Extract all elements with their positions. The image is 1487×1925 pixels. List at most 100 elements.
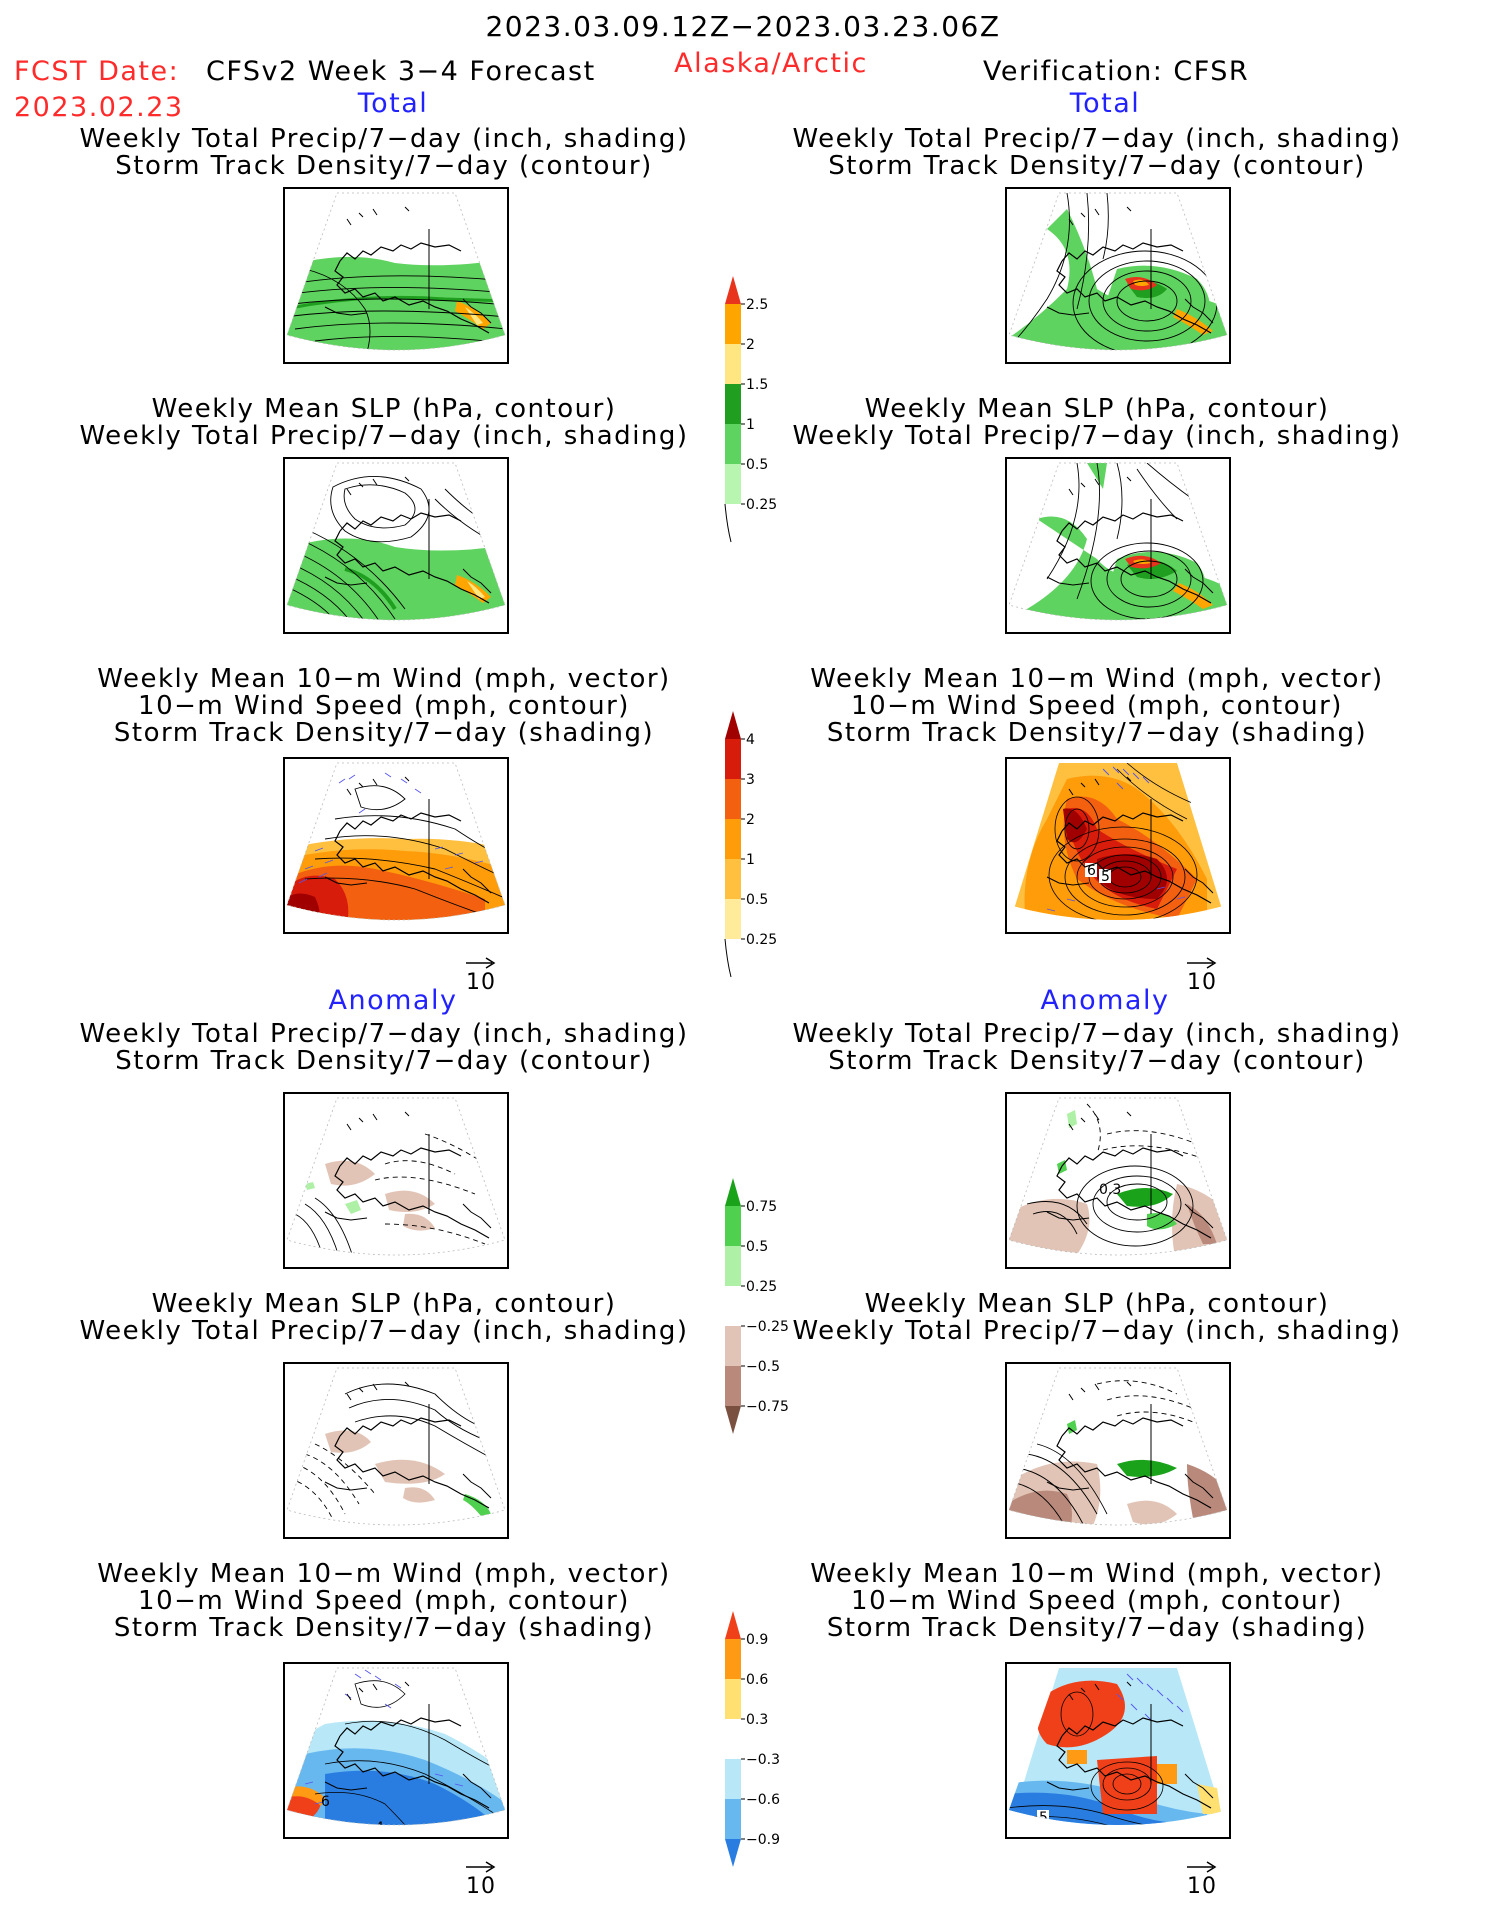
verification-title: Verification: CFSR	[983, 56, 1250, 87]
precip_total-label-1: 2	[746, 337, 755, 353]
precip_total-label-3: 1	[746, 417, 755, 433]
precip_total-label-5: 0.25	[746, 497, 777, 513]
section-anomaly-left: Anomaly	[328, 985, 458, 1016]
vector-arrow-icon	[466, 957, 496, 969]
precip_anom-swatch-3	[725, 1286, 741, 1326]
precip_anom-label-2: 0.25	[746, 1279, 777, 1295]
precip_total-tail	[724, 503, 732, 543]
storm_total-swatch-5	[725, 899, 741, 939]
panel-title-obs-anom-slp: Weekly Mean SLP (hPa, contour) Weekly Tot…	[792, 1289, 1402, 1346]
storm_total-label-5: 0.25	[746, 932, 777, 948]
region-title: Alaska/Arctic	[674, 48, 868, 79]
date-range-title: 2023.03.09.12Z−2023.03.23.06Z	[485, 10, 1001, 43]
panel-title-fc-total-precip: Weekly Total Precip/7−day (inch, shading…	[79, 124, 689, 181]
fcst-date-value: 2023.02.23	[14, 92, 184, 123]
storm_anom-swatch-3	[725, 1719, 741, 1759]
precip_total-label-0: 2.5	[746, 297, 768, 313]
panel-title-fc-total-slp: Weekly Mean SLP (hPa, contour) Weekly Tot…	[79, 394, 689, 451]
precip_anom-cap-bottom	[725, 1406, 741, 1434]
storm_anom-swatch-5	[725, 1799, 741, 1839]
vector-ref-fc-total: 10	[466, 956, 496, 995]
panel-title-fc-total-wind: Weekly Mean 10−m Wind (mph, vector) 10−m …	[97, 664, 671, 748]
map-label-5-obs-anom-wind: 5	[1039, 1810, 1048, 1826]
storm_anom-label-2: 0.3	[746, 1712, 768, 1728]
precip_anom-label-4: −0.5	[746, 1359, 780, 1375]
precip_total-cap-top	[725, 276, 741, 304]
fcst-date-label: FCST Date:	[14, 56, 180, 87]
storm_anom-cap-bottom	[725, 1839, 741, 1867]
map-label-6-obs-wind: 6	[1087, 863, 1096, 879]
precip_total-swatch-5	[725, 464, 741, 504]
storm_total-swatch-1	[725, 739, 741, 779]
colorbar-precip-anom: 0.75 0.5 0.25 −0.25 −0.5 −0.75	[723, 1172, 833, 1462]
map-fc-anom-precip	[283, 1092, 509, 1269]
storm_total-label-4: 0.5	[746, 892, 768, 908]
map-label-obs-anom-precip: 0.3	[1099, 1182, 1121, 1198]
section-anomaly-right: Anomaly	[1040, 985, 1170, 1016]
storm_anom-swatch-2	[725, 1679, 741, 1719]
precip_total-label-2: 1.5	[746, 377, 768, 393]
vector-arrow-icon	[1187, 1861, 1217, 1873]
map-fc-anom-slp	[283, 1362, 509, 1539]
precip_total-swatch-4	[725, 424, 741, 464]
precip_total-swatch-2	[725, 344, 741, 384]
map-obs-anom-slp	[1005, 1362, 1231, 1539]
map-fc-total-precip	[283, 187, 509, 364]
panel-title-obs-anom-precip: Weekly Total Precip/7−day (inch, shading…	[792, 1019, 1402, 1076]
map-fc-anom-wind: 6 4	[283, 1662, 509, 1839]
storm_total-swatch-4	[725, 859, 741, 899]
panel-title-obs-total-slp: Weekly Mean SLP (hPa, contour) Weekly Tot…	[792, 394, 1402, 451]
storm_total-tail	[724, 938, 732, 978]
colorbar-precip-total: 2.5 2 1.5 1 0.5 0.25	[723, 270, 833, 560]
precip_anom-label-0: 0.75	[746, 1199, 777, 1215]
storm_anom-label-0: 0.9	[746, 1632, 768, 1648]
panel-title-fc-anom-slp: Weekly Mean SLP (hPa, contour) Weekly Tot…	[79, 1289, 689, 1346]
panel-title-obs-total-wind: Weekly Mean 10−m Wind (mph, vector) 10−m …	[810, 664, 1384, 748]
storm_total-label-1: 3	[746, 772, 755, 788]
vector-arrow-icon	[466, 1861, 496, 1873]
map-obs-total-wind: 6 5	[1005, 757, 1231, 934]
section-total-left: Total	[357, 88, 429, 119]
panel-title-obs-anom-wind: Weekly Mean 10−m Wind (mph, vector) 10−m …	[810, 1559, 1384, 1643]
precip_total-label-4: 0.5	[746, 457, 768, 473]
map-fc-total-slp	[283, 457, 509, 634]
panel-title-fc-anom-precip: Weekly Total Precip/7−day (inch, shading…	[79, 1019, 689, 1076]
precip_anom-label-3: −0.25	[746, 1319, 789, 1335]
precip_anom-label-1: 0.5	[746, 1239, 768, 1255]
model-title: CFSv2 Week 3−4 Forecast	[206, 56, 596, 87]
storm_anom-label-5: −0.9	[746, 1832, 780, 1848]
colorbar-storm-total: 4 3 2 1 0.5 0.25	[723, 705, 833, 995]
precip_anom-swatch-5	[725, 1366, 741, 1406]
precip_anom-cap-top	[725, 1178, 741, 1206]
map-label-5-obs-wind: 5	[1101, 869, 1110, 885]
precip_total-swatch-3	[725, 384, 741, 424]
storm_anom-swatch-4	[725, 1759, 741, 1799]
map-fc-total-wind	[283, 757, 509, 934]
vector-arrow-icon	[1187, 957, 1217, 969]
storm_total-swatch-2	[725, 779, 741, 819]
storm_total-label-3: 1	[746, 852, 755, 868]
storm_anom-label-4: −0.6	[746, 1792, 780, 1808]
precip_anom-label-5: −0.75	[746, 1399, 789, 1415]
vector-ref-obs-total: 10	[1187, 956, 1217, 995]
storm_total-label-2: 2	[746, 812, 755, 828]
storm_total-label-0: 4	[746, 732, 755, 748]
map-label-4-fc-anom-wind: 4	[375, 1820, 384, 1836]
storm_total-swatch-3	[725, 819, 741, 859]
storm_anom-cap-top	[725, 1611, 741, 1639]
storm_total-cap-top	[725, 711, 741, 739]
map-obs-total-slp	[1005, 457, 1231, 634]
storm_anom-swatch-1	[725, 1639, 741, 1679]
precip_total-swatch-1	[725, 304, 741, 344]
precip_anom-swatch-4	[725, 1326, 741, 1366]
precip_anom-swatch-2	[725, 1246, 741, 1286]
panel-title-fc-anom-wind: Weekly Mean 10−m Wind (mph, vector) 10−m …	[97, 1559, 671, 1643]
storm_anom-label-3: −0.3	[746, 1752, 780, 1768]
storm_anom-label-1: 0.6	[746, 1672, 768, 1688]
panel-title-obs-total-precip: Weekly Total Precip/7−day (inch, shading…	[792, 124, 1402, 181]
precip_anom-swatch-1	[725, 1206, 741, 1246]
vector-ref-obs-anom: 10	[1187, 1860, 1217, 1899]
map-label-6-fc-anom-wind: 6	[321, 1794, 330, 1810]
map-obs-anom-wind: 5	[1005, 1662, 1231, 1839]
colorbar-storm-anom: 0.9 0.6 0.3 −0.3 −0.6 −0.9	[723, 1605, 833, 1895]
